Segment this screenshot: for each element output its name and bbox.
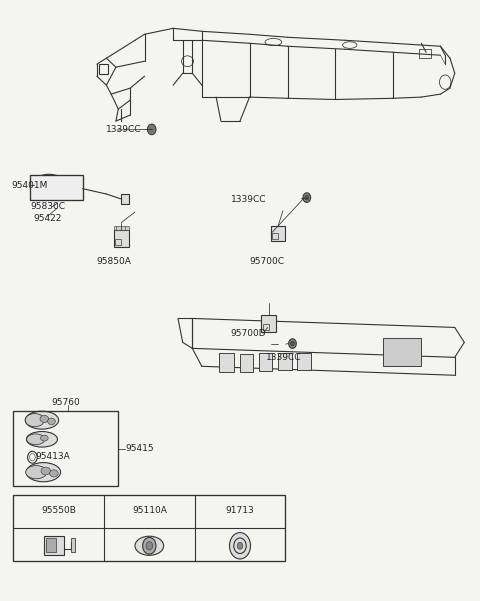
Bar	[13, 411, 118, 486]
Bar	[218, 353, 234, 372]
Text: 1339CC: 1339CC	[107, 125, 142, 134]
Text: 95850A: 95850A	[97, 257, 132, 266]
Text: 95422: 95422	[34, 214, 62, 223]
Circle shape	[150, 127, 154, 132]
Bar	[419, 49, 431, 58]
Bar	[297, 353, 311, 370]
Bar	[99, 64, 108, 75]
Bar	[120, 194, 129, 204]
Text: 95700C: 95700C	[250, 257, 285, 266]
Text: 91713: 91713	[226, 505, 254, 514]
Bar	[271, 226, 285, 240]
Text: 95110A: 95110A	[132, 505, 167, 514]
Circle shape	[229, 532, 251, 559]
Bar	[259, 353, 273, 371]
Circle shape	[148, 124, 156, 134]
Bar	[13, 495, 285, 561]
Ellipse shape	[26, 463, 60, 482]
Ellipse shape	[48, 418, 55, 425]
Text: 95413A: 95413A	[36, 451, 71, 460]
Text: 1339CC: 1339CC	[266, 353, 302, 362]
Circle shape	[147, 124, 156, 135]
Bar	[114, 230, 129, 246]
Circle shape	[143, 537, 156, 554]
Bar	[115, 239, 120, 245]
Circle shape	[146, 542, 153, 550]
Text: 95550B: 95550B	[41, 505, 76, 514]
Ellipse shape	[40, 415, 48, 423]
Circle shape	[288, 339, 296, 349]
Ellipse shape	[49, 470, 58, 477]
Bar	[46, 538, 56, 552]
Text: 95401M: 95401M	[11, 180, 48, 189]
Ellipse shape	[41, 467, 50, 475]
Bar	[273, 233, 278, 239]
Bar	[278, 353, 291, 370]
Text: 95700D: 95700D	[230, 329, 266, 338]
Ellipse shape	[27, 434, 45, 445]
Ellipse shape	[36, 174, 62, 188]
Bar	[240, 354, 253, 371]
Text: 95415: 95415	[125, 444, 154, 453]
Ellipse shape	[40, 435, 48, 441]
Ellipse shape	[26, 466, 47, 479]
Bar	[263, 324, 269, 330]
Ellipse shape	[40, 179, 58, 189]
Circle shape	[290, 341, 294, 346]
Bar	[262, 315, 276, 332]
Circle shape	[305, 195, 309, 200]
Ellipse shape	[26, 432, 58, 447]
Text: 1339CC: 1339CC	[230, 195, 266, 204]
Ellipse shape	[25, 413, 44, 427]
Ellipse shape	[25, 411, 59, 429]
Text: 95830C: 95830C	[30, 202, 65, 211]
Bar	[114, 227, 129, 230]
Bar	[71, 538, 75, 552]
Circle shape	[45, 179, 53, 189]
Bar	[30, 175, 83, 200]
Circle shape	[303, 193, 311, 203]
Bar	[383, 338, 421, 366]
Text: 95760: 95760	[51, 398, 80, 407]
Bar	[44, 535, 64, 555]
Ellipse shape	[135, 536, 164, 555]
Circle shape	[237, 542, 243, 549]
